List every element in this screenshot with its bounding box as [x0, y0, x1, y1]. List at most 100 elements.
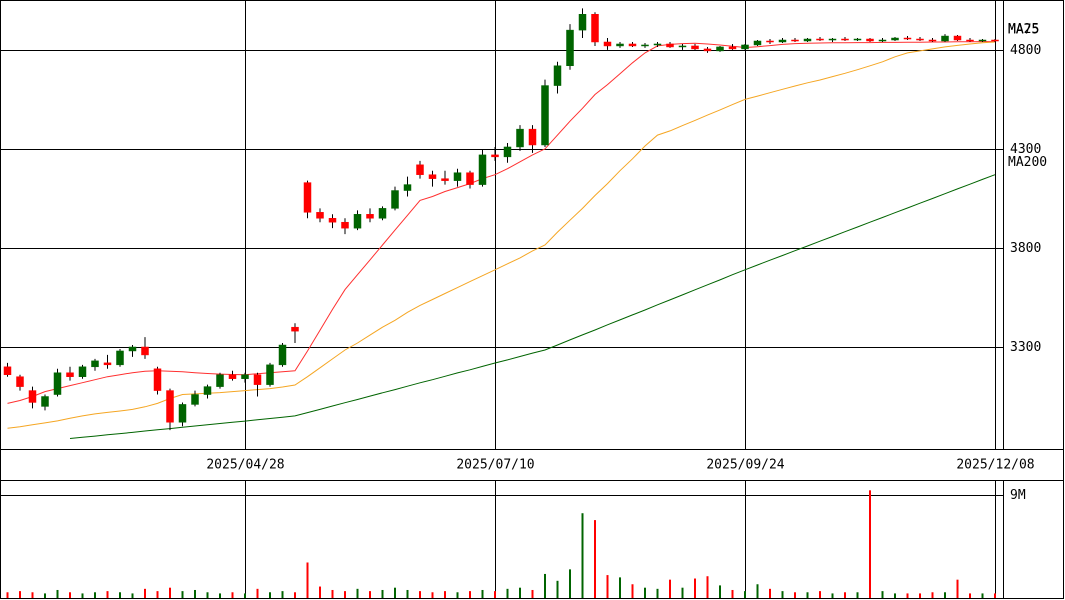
volume-bar — [619, 577, 621, 598]
ma-line — [7, 41, 995, 404]
volume-bar — [544, 573, 546, 598]
candle-body — [303, 182, 312, 213]
candle-body — [53, 372, 62, 395]
volume-bar — [131, 593, 134, 598]
volume-bar — [219, 593, 221, 598]
volume-bar — [169, 587, 171, 598]
volume-bar — [319, 586, 321, 598]
volume-bar — [531, 589, 534, 598]
candle-body — [528, 128, 537, 146]
volume-bar — [144, 588, 146, 598]
candle-body — [266, 364, 274, 385]
volume-bar — [806, 592, 809, 598]
volume-bar — [431, 592, 434, 598]
candle-body — [291, 326, 299, 332]
candle-body — [216, 374, 224, 387]
volume-bar — [244, 593, 246, 598]
volume-bar — [81, 593, 84, 598]
candle-body — [653, 43, 662, 46]
candle-body — [241, 374, 249, 379]
volume-bar — [956, 579, 959, 598]
volume-bar — [294, 592, 296, 598]
candle-body — [91, 360, 99, 368]
candle-body — [166, 390, 174, 423]
x-tick-label: 2025/12/08 — [956, 458, 1034, 473]
y-tick-label: 3800 — [1010, 241, 1041, 256]
candle-body — [853, 38, 862, 41]
candle-body — [228, 374, 237, 379]
candle-body — [603, 41, 612, 47]
candle-body — [753, 40, 762, 46]
volume-bar — [69, 592, 71, 598]
candle-body — [678, 45, 687, 48]
candle-body — [803, 38, 812, 42]
candle-body — [16, 376, 24, 387]
volume-bar — [881, 591, 884, 598]
volume-bar — [581, 513, 584, 598]
volume-bar — [181, 591, 184, 598]
volume-bar — [906, 593, 909, 598]
y-tick-label: 9M — [1010, 488, 1026, 503]
candle-body — [78, 366, 87, 377]
volume-bar — [706, 576, 709, 598]
candle-body — [566, 29, 574, 67]
candle-body — [716, 46, 724, 52]
candle-body — [591, 14, 599, 43]
series-label: MA200 — [1008, 155, 1047, 170]
volume-bar — [556, 580, 559, 598]
volume-bar — [894, 593, 896, 598]
volume-bar — [931, 592, 934, 598]
volume-bar — [769, 588, 771, 598]
volume-bar — [494, 591, 496, 598]
volume-bar — [731, 589, 734, 598]
candle-body — [878, 39, 887, 42]
candle-body — [466, 172, 474, 185]
candle-body — [453, 172, 462, 181]
candle-body — [941, 35, 949, 42]
x-tick-label: 2025/07/10 — [456, 458, 534, 473]
volume-bar — [31, 592, 34, 598]
candle-body — [191, 394, 199, 405]
candle-body — [203, 386, 212, 395]
volume-bar — [856, 592, 859, 598]
candle-body — [778, 39, 787, 43]
volume-bar — [344, 591, 346, 598]
x-tick-label: 2025/04/28 — [206, 458, 284, 473]
candle-body — [178, 404, 187, 423]
candle-body — [953, 35, 962, 41]
candle-body — [791, 39, 799, 42]
volume-bar — [456, 592, 459, 598]
candle-body — [416, 164, 424, 175]
candle-body — [616, 43, 624, 47]
volume-bar — [19, 591, 21, 598]
volume-bar — [6, 592, 9, 598]
series-label: MA75 — [1008, 22, 1039, 37]
candle-body — [278, 344, 287, 366]
candle-body — [866, 38, 874, 42]
volume-bar — [469, 591, 471, 598]
volume-bar — [994, 593, 996, 598]
volume-bar — [94, 592, 96, 598]
volume-bar — [944, 592, 946, 598]
volume-bar — [269, 592, 271, 598]
volume-bar — [569, 569, 571, 598]
candle-body — [378, 208, 387, 219]
candle-body — [116, 350, 124, 366]
candle-body — [503, 146, 512, 158]
candle-body — [141, 346, 149, 356]
volume-bar — [744, 591, 746, 598]
candle-body — [666, 43, 674, 48]
candle-body — [541, 85, 549, 146]
volume-bar — [56, 589, 59, 598]
candle-body — [991, 39, 999, 42]
volume-bar — [256, 588, 259, 598]
volume-bar — [606, 575, 609, 598]
volume-bar — [694, 578, 696, 598]
candle-body — [353, 214, 362, 229]
volume-bar — [156, 591, 159, 598]
volume-bar — [381, 589, 384, 598]
candle-body — [316, 212, 324, 219]
volume-bar — [969, 593, 971, 598]
candle-body — [153, 368, 162, 391]
volume-bar — [106, 591, 109, 598]
